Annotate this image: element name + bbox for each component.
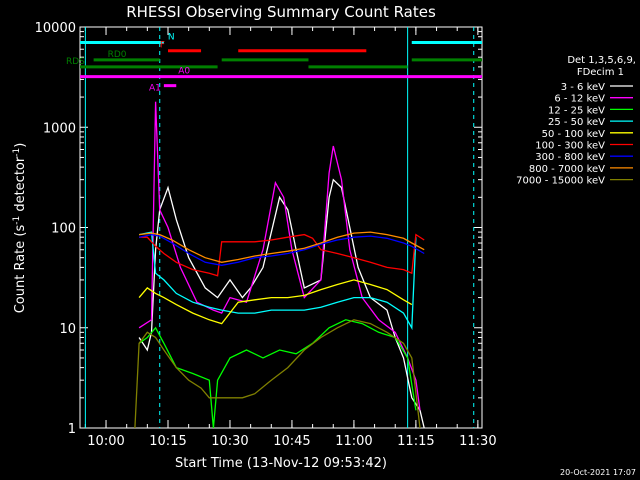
flag-bar-label: A1 xyxy=(149,84,161,94)
x-tick-label: 10:30 xyxy=(211,434,248,449)
tick-labels: 10:00 10:15 10:30 10:45 11:00 11:15 11:30 1 10 10… xyxy=(35,21,497,449)
legend-header: Det 1,3,5,6,9, xyxy=(567,55,636,66)
legend-entry-label: 50 - 100 keV xyxy=(542,129,606,140)
legend-entry-label: 12 - 25 keV xyxy=(548,105,605,116)
series-line xyxy=(139,233,425,277)
series-line xyxy=(138,231,417,331)
series-line xyxy=(138,279,413,325)
series-line xyxy=(138,319,417,429)
x-tick-label: 10:15 xyxy=(149,434,186,449)
series-line xyxy=(138,233,425,266)
x-tick-label: 10:00 xyxy=(87,434,124,449)
y-axis-label: Count Rate (s-1 detector-1) xyxy=(12,143,28,314)
x-tick-label: 11:00 xyxy=(335,434,372,449)
chart-title: RHESSI Observing Summary Count Rates xyxy=(126,3,436,21)
footer-date: 20-Oct-2021 17:07 xyxy=(560,468,636,477)
y-tick-label: 100 xyxy=(51,222,76,237)
legend-entry-label: 300 - 800 keV xyxy=(535,152,605,163)
legend-entry-label: 7000 - 15000 keV xyxy=(516,176,605,187)
x-tick-label: 11:15 xyxy=(397,434,434,449)
flag-bars: NF RD0 RDS A0 A1 xyxy=(66,33,482,94)
x-axis-label: Start Time (13-Nov-12 09:53:42) xyxy=(175,456,387,471)
flag-bar-label: RD0 xyxy=(108,50,127,60)
series-line xyxy=(139,231,425,263)
flag-bar-label: RDS xyxy=(66,57,85,67)
legend-entry-label: 800 - 7000 keV xyxy=(529,164,605,175)
legend-entry-label: 6 - 12 keV xyxy=(554,94,605,105)
legend-entry-label: 25 - 50 keV xyxy=(548,117,605,128)
series-lines xyxy=(134,101,425,429)
y-tick-label: 1 xyxy=(68,422,76,437)
y-tick-label: 10000 xyxy=(35,21,76,36)
flag-bar-label: A0 xyxy=(178,67,190,77)
y-tick-label: 10 xyxy=(59,322,76,337)
flag-bar-label: N xyxy=(168,33,175,43)
legend-entry-label: 100 - 300 keV xyxy=(535,141,605,152)
series-line xyxy=(138,101,421,411)
x-tick-label: 10:45 xyxy=(273,434,310,449)
flag-bar-label: F xyxy=(160,41,165,51)
y-tick-label: 1000 xyxy=(43,121,76,136)
series-line xyxy=(138,178,425,429)
legend-header: FDecim 1 xyxy=(577,67,624,78)
series-line xyxy=(134,319,421,429)
legend-entry-label: 3 - 6 keV xyxy=(561,82,605,93)
x-tick-label: 11:30 xyxy=(459,434,496,449)
